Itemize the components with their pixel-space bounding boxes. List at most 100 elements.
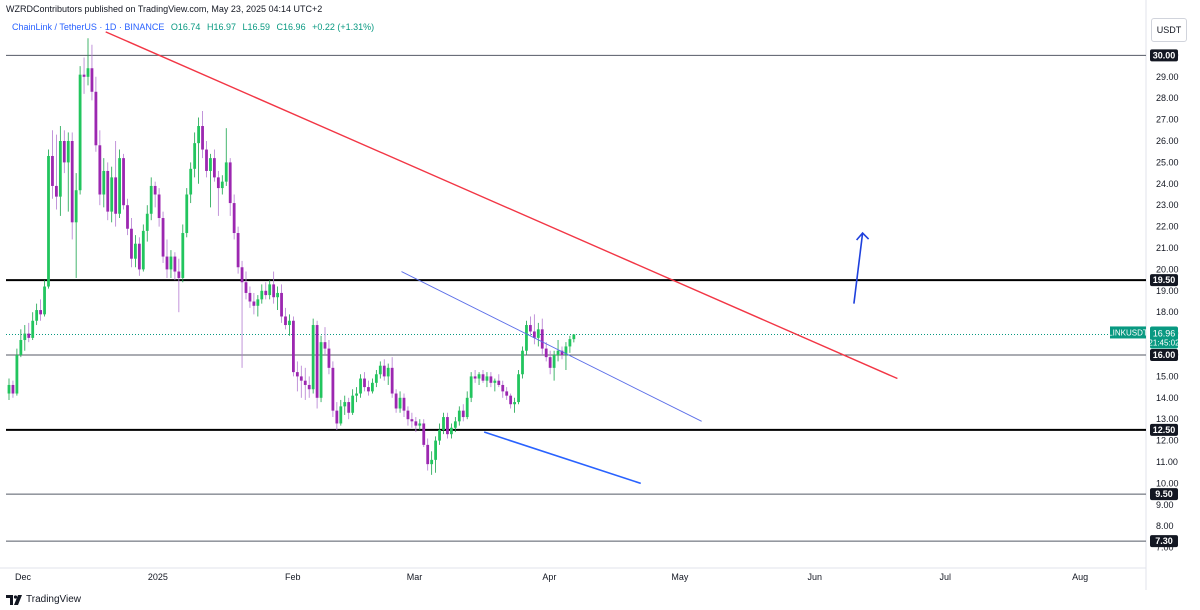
ohlc-open: O16.74 (170, 22, 201, 32)
candle (201, 111, 204, 159)
candle (505, 387, 509, 400)
price-tick-label: 19.00 (1156, 286, 1179, 296)
candle (134, 235, 137, 268)
time-tick-label: Apr (542, 572, 556, 582)
candle-body (193, 143, 197, 169)
candle (367, 380, 370, 396)
candle-body (288, 320, 291, 326)
candle (410, 412, 414, 428)
candle (493, 378, 497, 392)
candle (288, 314, 291, 336)
symbol-tag-box (1110, 326, 1146, 339)
candle (185, 188, 189, 238)
candle-body (390, 367, 394, 394)
candle-body (517, 374, 520, 403)
ohlc-high: H16.97 (206, 22, 236, 32)
candle (157, 188, 161, 227)
candle-body (560, 350, 564, 355)
level-price-box (1150, 535, 1178, 548)
candle (220, 175, 224, 195)
candle-body (311, 325, 315, 390)
candle-body (201, 126, 204, 150)
candle-body (177, 271, 181, 278)
candle (141, 224, 145, 272)
candle-body (299, 376, 303, 381)
candle-body (284, 316, 287, 326)
candle-body (323, 342, 327, 349)
candle (268, 280, 272, 300)
candle-body (544, 348, 548, 358)
candle-body (489, 376, 493, 383)
candle-body (355, 393, 358, 396)
candle-body (327, 348, 331, 368)
candle (173, 252, 177, 281)
candle (564, 342, 568, 370)
candles (7, 38, 576, 475)
candle-body (216, 177, 220, 189)
candle-body (122, 158, 125, 206)
candle-body (145, 213, 149, 231)
level-price-label: 16.00 (1153, 350, 1176, 360)
candle (371, 378, 374, 394)
candle (446, 412, 449, 439)
candle (236, 226, 240, 274)
candle (303, 367, 307, 400)
price-tick-label: 7.00 (1156, 543, 1174, 553)
candle-body (367, 387, 370, 392)
candle-body (556, 350, 560, 355)
candle-body (106, 170, 110, 212)
candle-body (11, 384, 15, 394)
candle (11, 380, 15, 398)
price-axis: 7.00 8.00 9.00 10.00 11.00 12.00 13.00 14.00 15.… (1156, 50, 1179, 552)
candle-body (363, 378, 366, 388)
candle (481, 369, 485, 383)
candle-body (442, 417, 445, 430)
price-tick-label: 29.00 (1156, 72, 1179, 82)
level-price-box (1150, 349, 1178, 361)
candle (244, 271, 248, 300)
candle (398, 391, 402, 413)
candle (347, 397, 351, 420)
candle (442, 412, 445, 435)
candle (86, 38, 90, 86)
candle-body (303, 380, 307, 385)
candle-body (90, 68, 94, 92)
candle (501, 380, 505, 398)
candle (525, 320, 528, 355)
level-price-box (1150, 488, 1178, 501)
time-tick-label: Dec (15, 572, 32, 582)
candle (331, 361, 335, 418)
candle (363, 372, 366, 392)
time-tick-label: 2025 (148, 572, 168, 582)
price-tick-label: 12.00 (1156, 436, 1179, 446)
candle-body (47, 155, 50, 287)
candle (55, 134, 58, 210)
price-tick-label: 9.00 (1156, 500, 1174, 510)
candle (544, 342, 548, 362)
candle-body (94, 91, 98, 146)
candle-body (189, 168, 193, 195)
candle (47, 149, 50, 289)
candle (165, 239, 169, 278)
candle-body (461, 410, 465, 418)
time-tick-label: Mar (407, 572, 423, 582)
candle-body (55, 185, 58, 197)
candle (161, 211, 165, 263)
candle-body (126, 205, 129, 229)
candle (351, 389, 355, 415)
symbol-name[interactable]: ChainLink / TetherUS · 1D · BINANCE (12, 22, 165, 32)
price-chart[interactable]: 7.00 8.00 9.00 10.00 11.00 12.00 13.00 14.00 15.… (0, 0, 1200, 590)
candle (197, 117, 200, 184)
candle-body (485, 376, 489, 381)
candle (299, 365, 303, 398)
candle-body (240, 267, 244, 283)
price-tick-label: 22.00 (1156, 222, 1179, 232)
candle (78, 66, 82, 195)
candle-body (149, 185, 153, 214)
candle-body (31, 320, 35, 338)
candle (292, 316, 295, 377)
candle (430, 451, 434, 475)
candle-body (39, 310, 42, 315)
currency-selector[interactable]: USDT (1151, 18, 1187, 42)
